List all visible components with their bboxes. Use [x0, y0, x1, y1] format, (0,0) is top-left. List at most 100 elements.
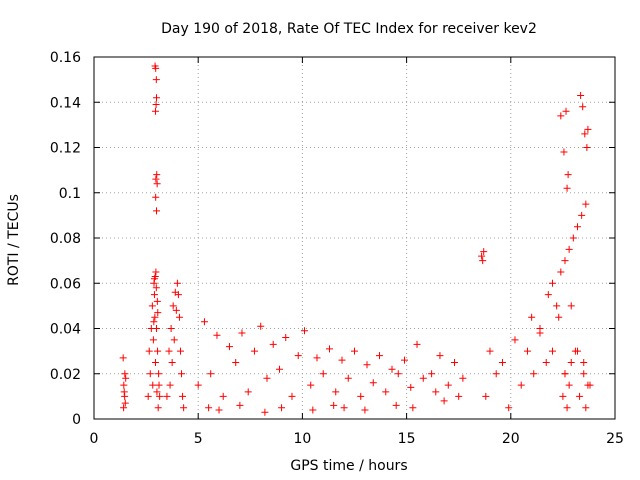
data-point	[555, 313, 563, 321]
data-point	[357, 392, 365, 400]
data-point	[167, 325, 175, 332]
data-point	[200, 318, 208, 326]
data-point	[150, 291, 158, 299]
data-point	[569, 234, 577, 242]
x-tick-label: 15	[398, 431, 416, 447]
data-point	[154, 309, 162, 317]
data-point	[219, 392, 227, 400]
x-tick-label: 0	[90, 431, 99, 447]
data-point	[165, 347, 173, 355]
y-tick-label: 0.02	[50, 367, 81, 383]
data-point	[548, 347, 556, 355]
y-tick-label: 0.06	[50, 276, 81, 292]
x-tick-label: 20	[502, 431, 520, 447]
data-point	[340, 404, 348, 412]
data-point	[178, 370, 186, 378]
data-point	[152, 76, 160, 84]
data-point	[576, 392, 584, 400]
data-point	[419, 374, 427, 382]
data-point	[559, 392, 567, 400]
data-point	[579, 103, 587, 111]
data-point	[169, 302, 177, 310]
data-point	[459, 374, 467, 382]
data-point	[152, 101, 160, 109]
data-point	[163, 392, 171, 400]
data-point	[146, 370, 154, 378]
data-point	[563, 404, 571, 412]
data-point	[440, 397, 448, 405]
data-point	[154, 404, 162, 412]
data-point	[388, 365, 396, 373]
data-point	[175, 313, 183, 321]
data-point	[573, 223, 581, 231]
data-point	[238, 329, 246, 337]
data-point	[269, 340, 277, 348]
data-point	[382, 388, 390, 396]
data-point	[152, 193, 160, 201]
data-point	[492, 370, 500, 378]
data-point	[121, 392, 129, 400]
data-point	[536, 329, 544, 337]
data-point	[401, 356, 409, 364]
data-point	[263, 374, 271, 382]
data-point	[407, 383, 415, 391]
data-point	[168, 358, 176, 366]
data-point	[561, 257, 569, 265]
data-point	[153, 94, 161, 102]
data-point	[578, 211, 586, 219]
data-point	[436, 352, 444, 360]
data-point	[257, 322, 265, 330]
data-point	[319, 370, 327, 378]
data-point	[151, 358, 159, 366]
data-point	[542, 358, 550, 366]
data-point	[153, 325, 161, 332]
y-tick-label: 0.12	[50, 141, 81, 157]
y-tick-label: 0.04	[50, 322, 81, 338]
data-point	[213, 331, 221, 339]
data-point	[582, 404, 590, 412]
data-point	[409, 404, 417, 412]
y-axis-label: ROTI / TECUs	[6, 194, 22, 286]
data-point	[564, 171, 572, 179]
data-point	[180, 404, 188, 412]
data-point	[584, 125, 592, 133]
data-point	[120, 381, 128, 389]
data-point	[153, 388, 161, 396]
data-point	[153, 297, 161, 305]
data-point	[207, 370, 215, 378]
data-point	[232, 358, 240, 366]
data-point	[150, 318, 158, 326]
data-point	[361, 406, 369, 414]
data-point	[523, 347, 531, 355]
data-point	[166, 381, 174, 389]
data-point	[244, 388, 252, 396]
data-point	[148, 302, 156, 310]
data-point	[153, 171, 161, 179]
data-point	[149, 381, 157, 389]
data-point	[152, 175, 160, 183]
data-points	[119, 62, 594, 416]
data-point	[261, 408, 269, 416]
y-tick-label: 0	[72, 412, 81, 428]
data-point	[149, 336, 157, 344]
data-point	[153, 207, 161, 215]
data-point	[444, 381, 452, 389]
data-point	[155, 381, 163, 389]
data-point	[282, 334, 290, 342]
data-point	[119, 354, 127, 362]
data-point	[275, 365, 283, 373]
data-point	[173, 279, 181, 287]
data-point	[152, 268, 160, 276]
data-point	[236, 401, 244, 409]
y-tick-label: 0.1	[59, 186, 81, 202]
data-point	[153, 180, 161, 188]
data-point	[179, 392, 187, 400]
data-point	[528, 313, 536, 321]
data-point	[152, 64, 160, 72]
data-point	[479, 257, 487, 265]
data-point	[121, 399, 129, 407]
data-point	[561, 370, 569, 378]
data-point	[584, 381, 592, 389]
